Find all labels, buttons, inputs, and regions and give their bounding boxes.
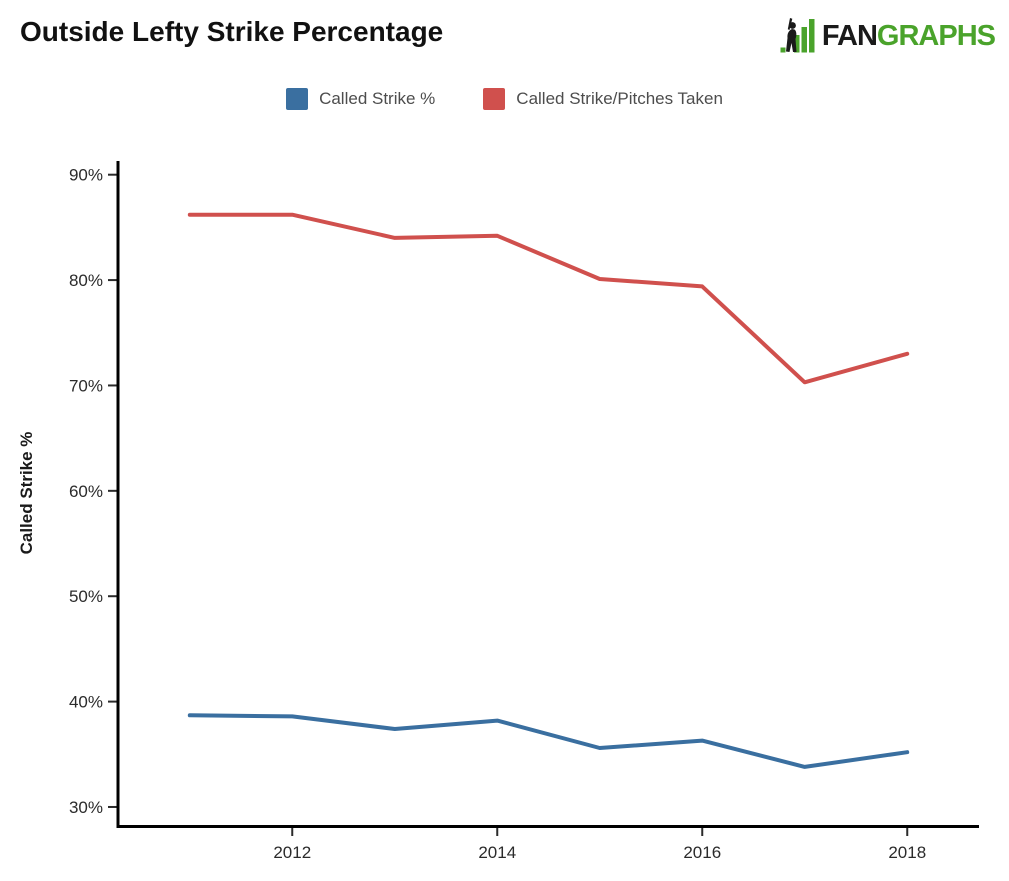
fangraphs-batter-icon — [780, 18, 815, 53]
logo-text-graphs: GRAPHS — [876, 19, 996, 52]
legend-item-called-strike-pitches-taken: Called Strike/Pitches Taken — [483, 88, 723, 110]
series-line-called-strike-pitches-taken — [187, 212, 910, 385]
y-axis-title: Called Strike % — [17, 431, 36, 555]
chart-legend: Called Strike % Called Strike/Pitches Ta… — [0, 88, 1009, 110]
legend-item-called-strike: Called Strike % — [286, 88, 435, 110]
y-tick-label: 30% — [69, 798, 103, 817]
y-tick-label: 40% — [69, 693, 103, 712]
x-tick-label: 2018 — [888, 843, 926, 862]
legend-swatch-blue — [286, 88, 309, 110]
y-tick-label: 60% — [69, 482, 103, 501]
y-tick-label: 70% — [69, 376, 103, 395]
x-tick-label: 2012 — [273, 843, 311, 862]
y-tick-label: 90% — [69, 166, 103, 185]
page-title: Outside Lefty Strike Percentage — [20, 16, 444, 47]
x-tick-label: 2016 — [683, 843, 721, 862]
legend-label: Called Strike/Pitches Taken — [516, 89, 723, 108]
x-tick-label: 2014 — [478, 843, 516, 862]
legend-label: Called Strike % — [319, 89, 436, 108]
y-tick-label: 80% — [69, 271, 103, 290]
y-tick-label: 50% — [69, 587, 103, 606]
fangraphs-logo[interactable]: FAN GRAPHS — [779, 18, 996, 54]
series-line-called-strike — [187, 713, 910, 769]
legend-swatch-red — [483, 88, 506, 110]
logo-text-fan: FAN — [821, 19, 878, 52]
